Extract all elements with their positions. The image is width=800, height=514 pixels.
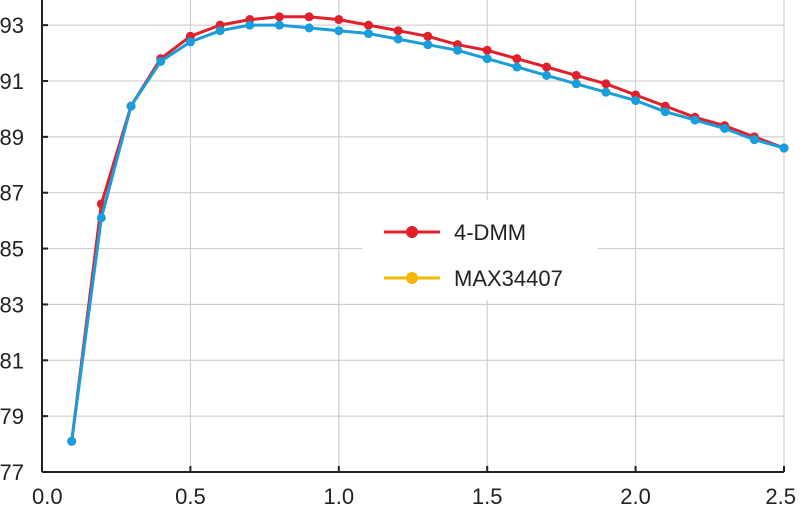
y-tick-label: 83: [0, 292, 24, 317]
series-point-1: [96, 213, 106, 223]
series-point-1: [126, 101, 136, 111]
series-point-1: [245, 20, 255, 30]
x-tick-label: 0.5: [175, 484, 206, 509]
series-point-1: [453, 45, 463, 55]
x-tick-label: 2.5: [765, 484, 796, 509]
series-point-0: [334, 15, 344, 25]
series-point-1: [215, 26, 225, 36]
y-tick-label: 93: [0, 13, 24, 38]
legend: 4-DMM MAX34407: [362, 200, 598, 300]
series-point-1: [482, 54, 492, 64]
series-point-0: [423, 31, 433, 41]
y-tick-label: 77: [0, 460, 24, 485]
y-tick-label: 81: [0, 348, 24, 373]
axis-layer: [41, 0, 785, 473]
series-point-0: [393, 26, 403, 36]
y-tick-label: 87: [0, 181, 24, 206]
series-point-1: [185, 37, 195, 47]
series-point-1: [542, 70, 552, 80]
y-tick-label: 79: [0, 404, 24, 429]
series-point-1: [601, 87, 611, 97]
x-tick-label: 2.0: [620, 484, 651, 509]
series-point-0: [482, 45, 492, 55]
series-point-1: [690, 115, 700, 125]
series-point-0: [274, 12, 284, 22]
series-point-1: [67, 436, 77, 446]
tick-labels: 0.0 0.5 1.0 1.5 2.0 2.5 77 79 81 83 85 87 89 91 93: [0, 13, 796, 509]
series-point-0: [601, 79, 611, 89]
series-point-1: [749, 135, 759, 145]
series-point-1: [156, 56, 166, 66]
series-point-1: [660, 107, 670, 117]
series-point-1: [720, 123, 730, 133]
series-point-1: [363, 29, 373, 39]
legend-label-1: MAX34407: [454, 266, 563, 291]
series-point-1: [512, 62, 522, 72]
series-point-1: [423, 40, 433, 50]
legend-background: [362, 200, 598, 300]
series-layer: [67, 12, 789, 446]
series-point-1: [274, 20, 284, 30]
legend-swatch-marker-1: [406, 272, 418, 284]
series-point-0: [512, 54, 522, 64]
series-point-1: [779, 143, 789, 153]
legend-swatch-marker-0: [406, 226, 418, 238]
y-tick-label: 85: [0, 237, 24, 262]
series-point-0: [571, 70, 581, 80]
series-point-1: [334, 26, 344, 36]
series-point-0: [304, 12, 314, 22]
series-point-1: [631, 96, 641, 106]
x-tick-label: 1.0: [324, 484, 355, 509]
series-point-0: [363, 20, 373, 30]
legend-label-0: 4-DMM: [454, 220, 526, 245]
x-tick-label: 0.0: [32, 484, 63, 509]
series-point-1: [304, 23, 314, 33]
series-point-1: [393, 34, 403, 44]
series-point-0: [542, 62, 552, 72]
y-tick-label: 91: [0, 69, 24, 94]
y-tick-label: 89: [0, 125, 24, 150]
series-point-1: [571, 79, 581, 89]
x-tick-label: 1.5: [472, 484, 503, 509]
